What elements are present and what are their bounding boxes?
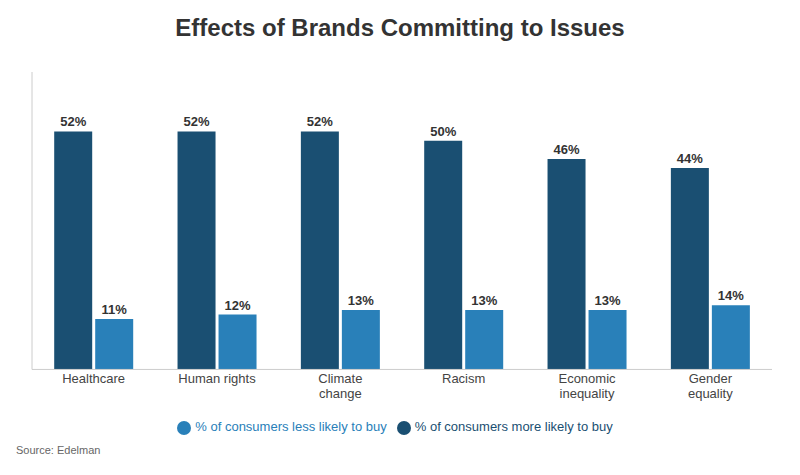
svg-text:Genderequality: Genderequality (688, 371, 733, 401)
svg-text:13%: 13% (471, 293, 497, 308)
svg-text:50%: 50% (430, 124, 456, 139)
html-text:Source: Edelman: Source: Edelman (16, 444, 101, 456)
svg-text:Climatechange: Climatechange (318, 371, 362, 401)
svg-text:11%: 11% (102, 302, 128, 317)
svg-text:Racism: Racism (442, 371, 485, 386)
svg-text:Healthcare: Healthcare (62, 371, 125, 386)
svg-text:52%: 52% (307, 114, 333, 129)
svg-text:52%: 52% (184, 114, 210, 129)
svg-text:Economicinequality: Economicinequality (558, 371, 616, 401)
svg-text:44%: 44% (677, 151, 703, 166)
svg-text:12%: 12% (225, 298, 251, 313)
svg-text:13%: 13% (348, 293, 374, 308)
svg-text:14%: 14% (718, 288, 744, 303)
svg-text:52%: 52% (60, 114, 86, 129)
html-text:% of consumers less likely to: % of consumers less likely to buy (195, 419, 387, 435)
svg-text:46%: 46% (554, 142, 580, 157)
svg-text:13%: 13% (595, 293, 621, 308)
html-text:Effects of Brands Committing t: Effects of Brands Committing to Issues (175, 14, 625, 41)
html-text:% of consumers more likely to: % of consumers more likely to buy (414, 419, 613, 435)
svg-text:Human rights: Human rights (178, 371, 256, 386)
